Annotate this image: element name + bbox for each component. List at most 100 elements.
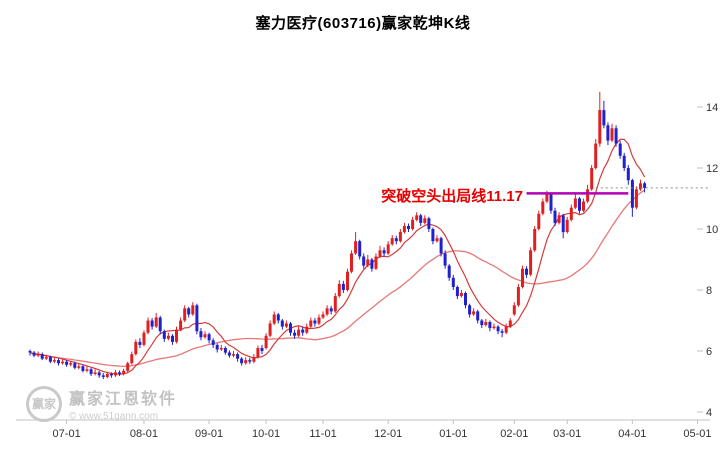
candle-body (305, 326, 309, 333)
candle-body (394, 238, 398, 242)
candle-body (211, 340, 215, 345)
candle-body (171, 335, 174, 342)
candle-body (134, 341, 138, 355)
x-axis-label: 04-01 (618, 428, 646, 440)
candle-body (362, 256, 366, 266)
candle-body (321, 314, 325, 318)
candle-body (504, 326, 508, 333)
breakout-annotation: 突破空头出局线11.17 (381, 188, 523, 205)
candle-body (114, 372, 117, 376)
candle-body (435, 238, 439, 242)
y-axis-label: 6 (706, 346, 712, 358)
y-axis-label: 12 (706, 163, 718, 175)
candle-body (138, 341, 142, 345)
candle-body (28, 351, 32, 353)
candle-body (553, 210, 557, 223)
candle-body (203, 334, 207, 338)
candle-body (358, 241, 362, 257)
candle-body (77, 366, 81, 368)
x-axis-label: 11-01 (309, 428, 336, 440)
candle-body (244, 360, 248, 364)
candle-body (606, 125, 610, 141)
candle-body (508, 320, 512, 327)
candle-body (431, 229, 435, 242)
candle-body (407, 226, 410, 229)
candle-body (105, 373, 109, 377)
candle-body (569, 207, 573, 220)
candle-body (423, 218, 427, 223)
candle-body (89, 369, 93, 374)
candle-body (276, 314, 280, 321)
candle-body (341, 283, 345, 290)
candle-body (61, 361, 65, 364)
candle-body (187, 308, 191, 315)
candle-body (219, 348, 223, 350)
candle-body (590, 168, 594, 190)
candle-body (207, 334, 211, 341)
candle-body (451, 277, 455, 287)
candle-body (32, 352, 36, 356)
candle-body (411, 219, 415, 229)
candle-body (529, 250, 533, 275)
candle-body (464, 293, 467, 306)
ma-fast-line (29, 138, 646, 375)
candle-body (158, 317, 162, 332)
watermark-name: 赢家江恩软件 (69, 391, 178, 408)
candle-body (598, 110, 602, 144)
candle-body (378, 250, 382, 257)
candle-body (594, 143, 598, 168)
watermark-text: 赢家江恩软件 © www.51gann.com (69, 385, 177, 422)
x-axis-label: 03-01 (553, 428, 581, 440)
candle-body (280, 320, 284, 327)
candle-body (578, 198, 581, 211)
candle-body (622, 155, 626, 168)
y-axis-label: 4 (706, 407, 712, 419)
candle-body (293, 332, 297, 336)
x-axis-label: 05-01 (683, 428, 711, 440)
candle-body (354, 241, 358, 254)
candle-body (260, 348, 264, 351)
candle-body (93, 372, 97, 374)
candle-body (150, 320, 154, 327)
candle-body (533, 229, 537, 251)
ma-slow-line (29, 189, 645, 367)
candle-body (146, 320, 150, 333)
candle-body (634, 189, 638, 208)
candle-body (69, 363, 73, 365)
candle-body (439, 238, 443, 254)
candle-body (40, 354, 44, 359)
candle-body (374, 256, 378, 269)
candle-body (81, 366, 85, 371)
candle-body (142, 332, 146, 345)
candle-body (195, 305, 199, 332)
candle-body (459, 293, 463, 297)
logo-text: 赢家 (31, 397, 56, 411)
candle-body (109, 373, 113, 376)
candle-body (626, 168, 630, 181)
candle-body (476, 311, 480, 321)
candle-body (236, 354, 240, 359)
candle-body (122, 370, 126, 374)
candle-body (97, 372, 101, 376)
x-axis-label: 09-01 (195, 428, 223, 440)
candle-body (472, 311, 476, 315)
candle-body (516, 287, 520, 306)
candle-body (297, 329, 301, 336)
candle-body (232, 354, 235, 356)
candle-body (366, 259, 370, 266)
candle-body (557, 215, 561, 223)
candle-body (549, 193, 553, 211)
candle-body (602, 110, 606, 126)
candle-body (496, 326, 500, 332)
candle-body (317, 317, 321, 324)
candle-body (390, 238, 394, 245)
candle-body (301, 329, 305, 333)
candle-body (512, 305, 516, 315)
candle-body (337, 283, 341, 297)
candle-body (415, 215, 419, 220)
candle-body (313, 320, 317, 324)
candle-body (565, 219, 569, 232)
candle-body (309, 320, 313, 327)
candle-body (85, 369, 89, 371)
